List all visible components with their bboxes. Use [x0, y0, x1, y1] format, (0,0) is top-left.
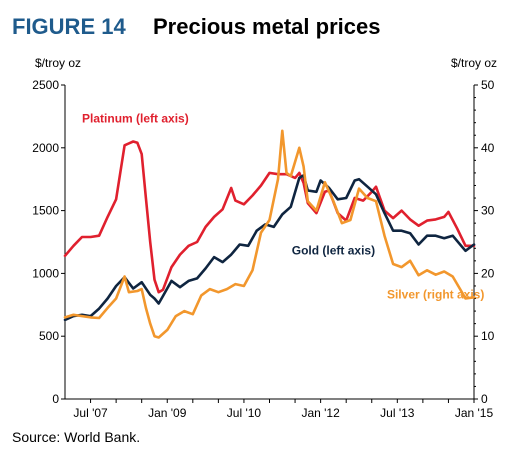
x-tick-label: Jan '09: [148, 406, 187, 420]
right-tick-label: 10: [481, 329, 495, 343]
right-tick-label: 50: [481, 78, 495, 92]
x-tick-label: Jan '12: [301, 406, 340, 420]
left-tick-label: 1000: [32, 266, 59, 280]
source-note: Source: World Bank.: [12, 429, 140, 445]
figure-title: Precious metal prices: [153, 14, 380, 39]
right-axis-unit: $/troy oz: [451, 56, 497, 70]
right-tick-label: 40: [481, 141, 495, 155]
x-tick-label: Jul '07: [73, 406, 108, 420]
platinum-series-label: Platinum (left axis): [82, 112, 189, 126]
axis-ticks: 0 500 1000 1500 2000 2500 0 10 20 30 40 50 Jul '07 Ja…: [32, 78, 494, 420]
gold-series-label: Gold (left axis): [292, 244, 375, 258]
right-tick-label: 30: [481, 204, 495, 218]
series-lines: [63, 129, 476, 339]
x-tick-label: Jan '15: [455, 406, 494, 420]
right-tick-label: 20: [481, 266, 495, 280]
left-tick-label: 500: [39, 329, 59, 343]
left-tick-label: 0: [52, 392, 59, 406]
x-tick-label: Jul '13: [380, 406, 415, 420]
figure-number: FIGURE 14: [12, 14, 126, 39]
silver-series-label: Silver (right axis): [387, 288, 484, 302]
platinum-line: [63, 140, 476, 294]
silver-line: [63, 129, 476, 339]
plot-frame: [64, 85, 475, 400]
left-tick-label: 1500: [32, 204, 59, 218]
series-labels: Platinum (left axis) Gold (left axis) Silv…: [82, 112, 484, 302]
left-axis-unit: $/troy oz: [35, 56, 81, 70]
gold-line: [63, 174, 476, 322]
left-tick-label: 2000: [32, 141, 59, 155]
x-tick-label: Jul '10: [227, 406, 262, 420]
left-tick-label: 2500: [32, 78, 59, 92]
right-tick-label: 0: [481, 392, 488, 406]
